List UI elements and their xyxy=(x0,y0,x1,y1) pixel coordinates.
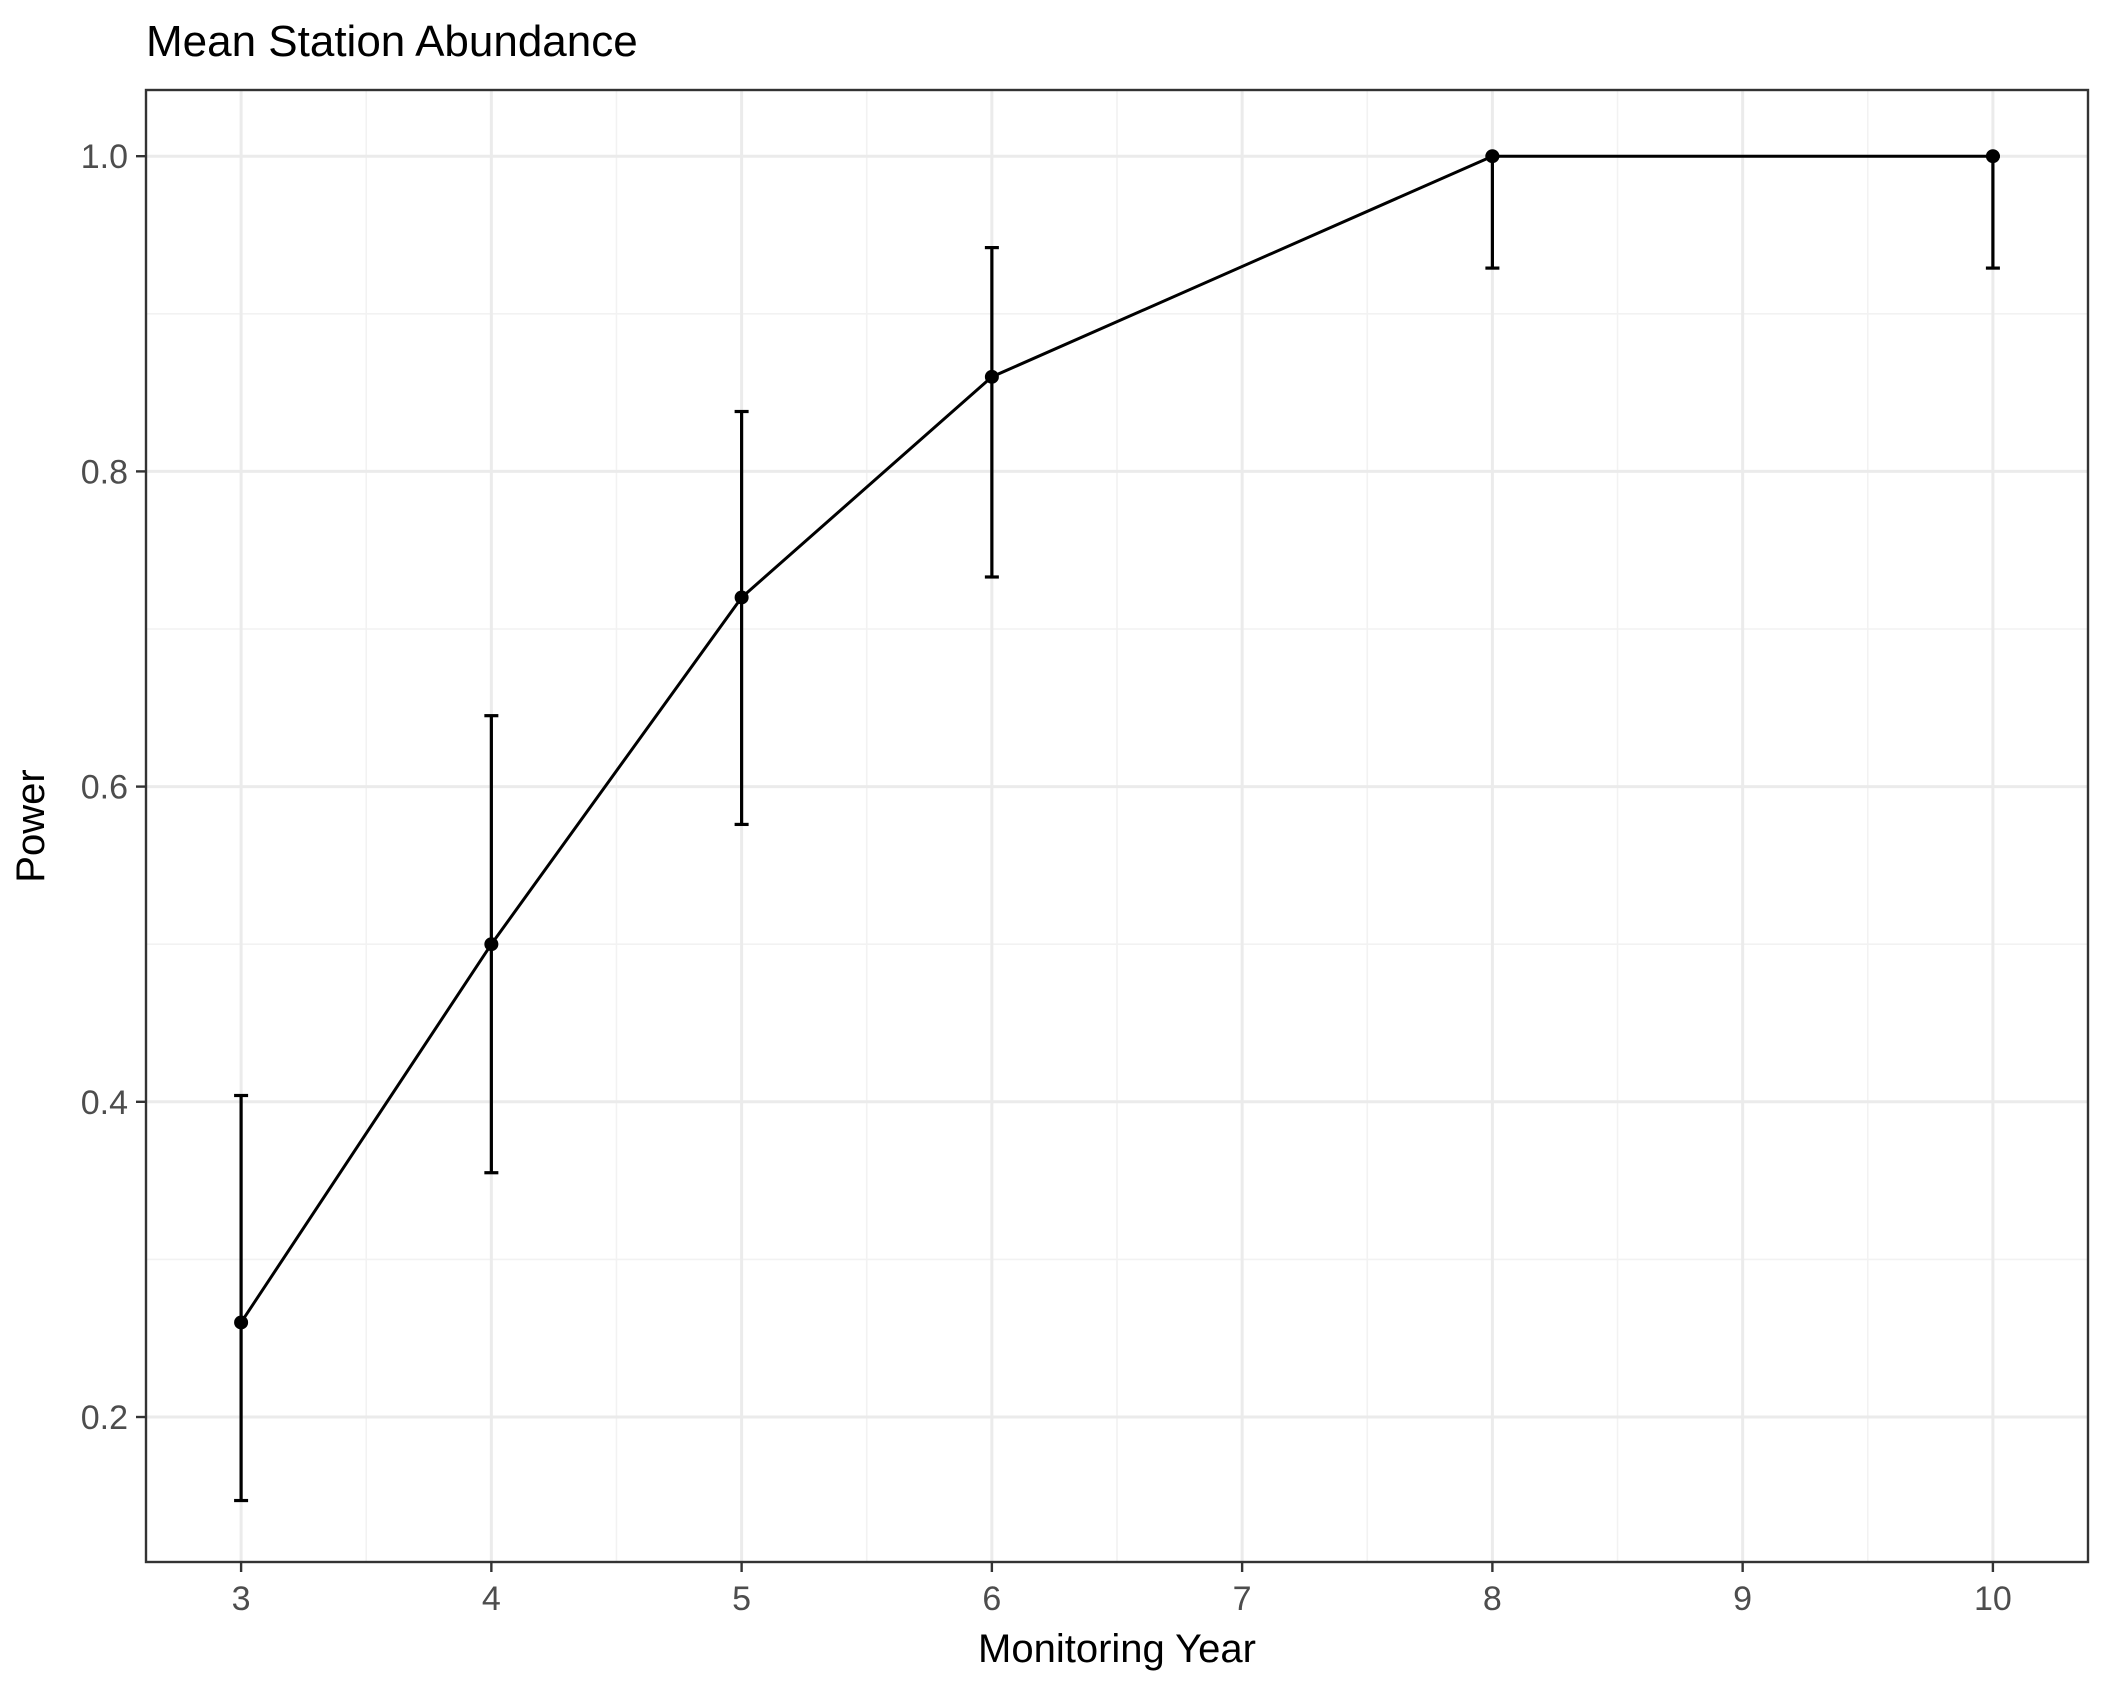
data-point xyxy=(234,1315,249,1330)
x-tick-label: 4 xyxy=(482,1580,501,1618)
x-tick-label: 9 xyxy=(1733,1580,1752,1618)
y-tick-label: 0.6 xyxy=(81,769,128,807)
axis-layer: 3 4 5 6 7 8 9 10 0.2 0.4 0.6 0.8 1.0 xyxy=(81,138,2012,1618)
panel-border xyxy=(144,88,2090,1564)
y-tick-label: 0.4 xyxy=(81,1084,128,1122)
x-tick-label: 5 xyxy=(732,1580,751,1618)
y-axis-title: Power xyxy=(9,769,53,882)
data-point xyxy=(1485,149,1500,164)
x-tick-label: 6 xyxy=(982,1580,1001,1618)
x-tick-label: 10 xyxy=(1974,1580,2012,1618)
data-point xyxy=(484,937,499,952)
grid-layer xyxy=(146,90,2088,1562)
x-axis-title: Monitoring Year xyxy=(978,1627,1256,1671)
chart-title: Mean Station Abundance xyxy=(146,17,638,66)
x-tick-label: 7 xyxy=(1233,1580,1252,1618)
data-point xyxy=(734,590,749,605)
data-point xyxy=(984,369,999,384)
y-tick-label: 0.8 xyxy=(81,453,128,491)
series-line-layer xyxy=(239,154,1993,1324)
point-layer xyxy=(234,149,2000,1330)
x-tick-label: 8 xyxy=(1483,1580,1502,1618)
y-tick-label: 0.2 xyxy=(81,1399,128,1437)
y-tick-label: 1.0 xyxy=(81,138,128,176)
data-point xyxy=(1985,149,2000,164)
series-line xyxy=(239,154,1993,1324)
x-tick-label: 3 xyxy=(232,1580,251,1618)
